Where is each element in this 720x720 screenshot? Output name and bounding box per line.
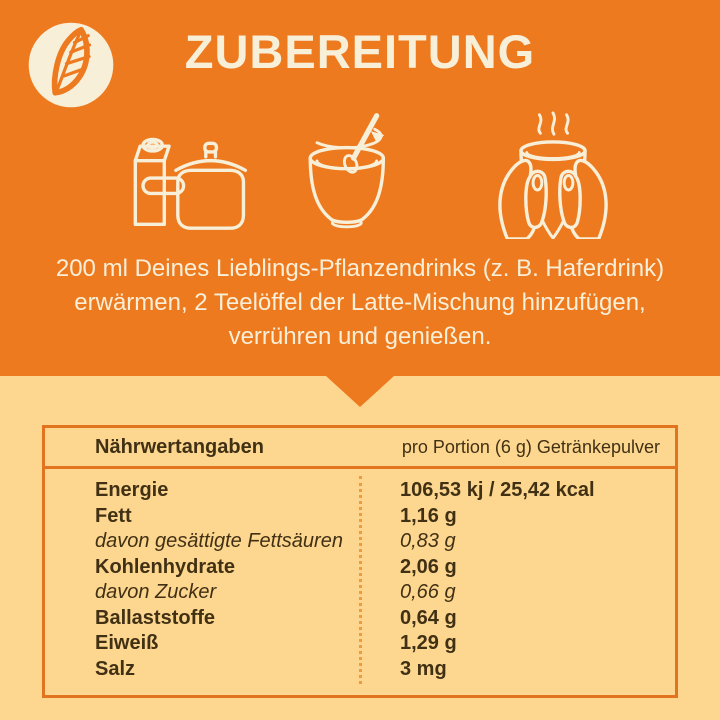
nutrition-table: Nährwertangaben pro Portion (6 g) Geträn… bbox=[42, 425, 678, 698]
table-row: Eiweiß 1,29 g bbox=[95, 632, 457, 655]
instruction-line: 200 ml Deines Lieblings-Pflanzendrinks (… bbox=[55, 255, 665, 282]
table-row: Salz 3 mg bbox=[95, 657, 447, 680]
table-row: davon Zucker 0,66 g bbox=[95, 581, 456, 604]
table-row: Kohlenhydrate 2,06 g bbox=[95, 555, 457, 578]
nutrition-header-label: Nährwertangaben bbox=[95, 435, 264, 458]
table-row: davon gesättigte Fettsäuren 0,83 g bbox=[95, 530, 456, 553]
page-title: ZUBEREITUNG bbox=[184, 25, 536, 78]
table-row: Ballaststoffe 0,64 g bbox=[95, 606, 457, 629]
table-row: Energie 106,53 kj / 25,42 kcal bbox=[95, 479, 595, 502]
hands-holding-cup-icon bbox=[480, 108, 626, 239]
instructions-text: 200 ml Deines Lieblings-Pflanzendrinks (… bbox=[20, 252, 700, 354]
instruction-line: erwärmen, 2 Teelöffel der Latte-Mischung… bbox=[74, 289, 646, 316]
dotted-column-divider bbox=[359, 476, 362, 684]
nutrition-table-body: Energie 106,53 kj / 25,42 kcal Fett 1,16… bbox=[45, 469, 675, 695]
nutrition-header-portion: pro Portion (6 g) Getränkepulver bbox=[401, 436, 660, 457]
table-row: Fett 1,16 g bbox=[95, 504, 457, 527]
nutrition-table-header: Nährwertangaben pro Portion (6 g) Geträn… bbox=[45, 428, 675, 469]
milk-carton-and-pot-icon bbox=[116, 118, 256, 239]
cup-stirring-icon bbox=[292, 108, 417, 238]
instruction-line: verrühren und genießen. bbox=[228, 323, 492, 350]
leaf-icon bbox=[24, 18, 118, 112]
down-arrow-notch bbox=[326, 376, 394, 407]
